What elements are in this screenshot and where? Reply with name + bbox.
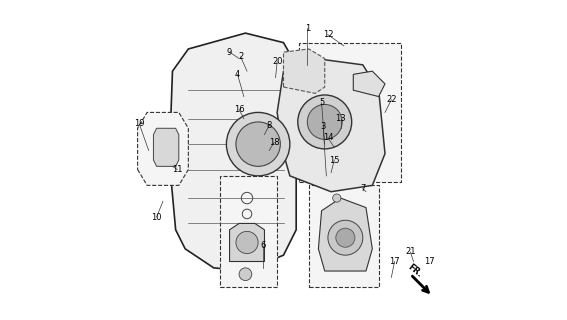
Text: 10: 10 [151, 212, 162, 222]
Text: 8: 8 [266, 121, 272, 130]
Text: 16: 16 [234, 105, 244, 114]
Text: FR.: FR. [405, 263, 424, 279]
Text: 17: 17 [424, 257, 435, 266]
Polygon shape [170, 33, 296, 271]
Text: 13: 13 [335, 114, 346, 123]
Circle shape [236, 122, 280, 166]
Polygon shape [138, 112, 188, 185]
Circle shape [298, 95, 352, 149]
Text: 19: 19 [134, 119, 145, 128]
Text: 22: 22 [386, 95, 396, 104]
Circle shape [239, 268, 252, 281]
Text: 9: 9 [227, 48, 232, 57]
Text: 18: 18 [269, 138, 280, 147]
Polygon shape [284, 49, 325, 93]
Circle shape [236, 231, 258, 253]
Text: 20: 20 [272, 57, 282, 66]
Circle shape [328, 220, 363, 255]
Text: 1: 1 [304, 24, 310, 33]
Text: 21: 21 [405, 247, 416, 257]
Polygon shape [319, 198, 373, 271]
Circle shape [307, 105, 342, 140]
Text: 6: 6 [260, 241, 265, 250]
Text: 7: 7 [360, 184, 366, 193]
Text: 11: 11 [172, 165, 183, 174]
Text: 15: 15 [329, 156, 340, 164]
Polygon shape [154, 128, 179, 166]
Text: 17: 17 [389, 257, 400, 266]
Text: 5: 5 [319, 99, 324, 108]
Polygon shape [299, 43, 401, 182]
Text: 12: 12 [323, 30, 333, 39]
Circle shape [333, 194, 341, 202]
Circle shape [226, 112, 290, 176]
Text: 4: 4 [235, 70, 240, 79]
Polygon shape [220, 176, 277, 287]
Text: 3: 3 [320, 122, 326, 131]
Polygon shape [230, 223, 264, 261]
Polygon shape [277, 59, 385, 192]
Circle shape [336, 228, 355, 247]
Text: 14: 14 [323, 133, 333, 142]
Polygon shape [353, 71, 385, 97]
Text: 2: 2 [238, 52, 243, 61]
Polygon shape [309, 185, 379, 287]
